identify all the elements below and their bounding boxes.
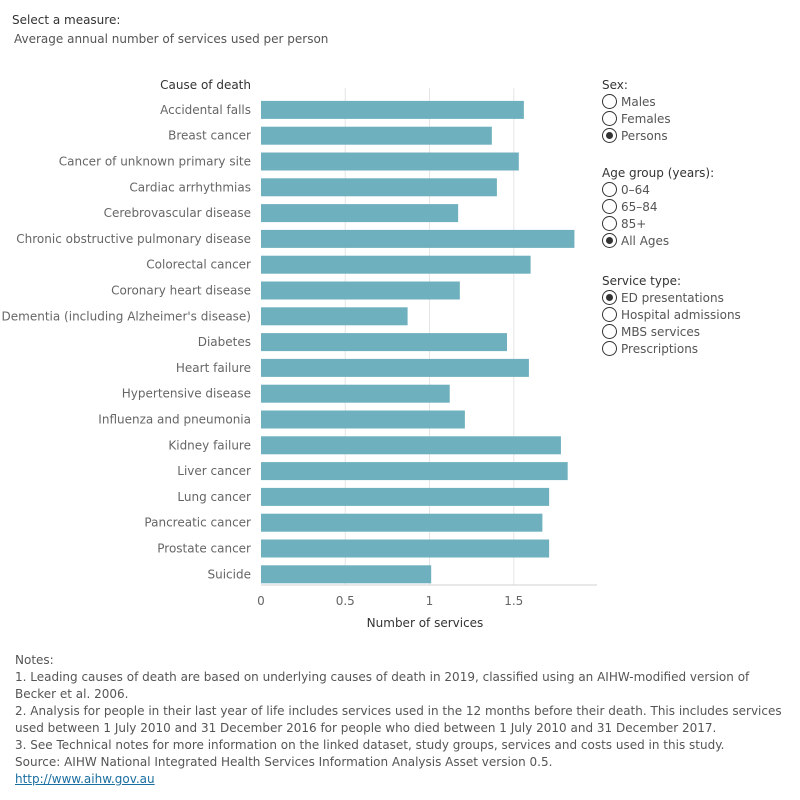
radio-button[interactable] bbox=[602, 216, 617, 231]
radio-label: Females bbox=[621, 111, 671, 126]
bars bbox=[261, 100, 575, 584]
measure-selector[interactable]: Average annual number of services used p… bbox=[14, 32, 329, 46]
radio-option-sex[interactable]: Persons bbox=[602, 127, 668, 144]
radio-label: 85+ bbox=[621, 216, 647, 231]
x-tick-label: 1 bbox=[426, 594, 434, 608]
radio-button[interactable] bbox=[602, 199, 617, 214]
radio-option-service[interactable]: MBS services bbox=[602, 323, 700, 340]
service-type-filter-title: Service type: bbox=[602, 274, 682, 288]
notes-heading: Notes: bbox=[15, 653, 54, 667]
category-label: Influenza and pneumonia bbox=[98, 413, 251, 427]
bar[interactable] bbox=[261, 307, 408, 326]
radio-option-sex[interactable]: Females bbox=[602, 110, 671, 127]
source-text: Source: AIHW National Integrated Health … bbox=[15, 755, 553, 769]
category-label: Dementia (including Alzheimer's disease) bbox=[2, 309, 251, 323]
category-label: Lung cancer bbox=[177, 490, 251, 504]
sex-filter-title: Sex: bbox=[602, 78, 628, 92]
radio-label: 0–64 bbox=[621, 182, 650, 197]
x-axis-ticks: 0 0.5 1 1.5 bbox=[257, 594, 523, 608]
category-label: Coronary heart disease bbox=[111, 284, 251, 298]
category-label: Cancer of unknown primary site bbox=[59, 155, 251, 169]
bar[interactable] bbox=[261, 281, 460, 300]
radio-option-sex[interactable]: Males bbox=[602, 93, 656, 110]
radio-button[interactable] bbox=[602, 128, 617, 143]
aihw-link[interactable]: http://www.aihw.gov.au bbox=[15, 772, 155, 786]
radio-button[interactable] bbox=[602, 341, 617, 356]
category-label: Suicide bbox=[208, 567, 252, 581]
category-label: Diabetes bbox=[198, 335, 251, 349]
notes: Notes: 1. Leading causes of death are ba… bbox=[15, 652, 785, 788]
radio-option-age[interactable]: 85+ bbox=[602, 215, 646, 232]
radio-button[interactable] bbox=[602, 324, 617, 339]
bar[interactable] bbox=[261, 358, 529, 377]
radio-label: Persons bbox=[621, 128, 668, 143]
bar[interactable] bbox=[261, 539, 550, 558]
category-label: Accidental falls bbox=[160, 103, 251, 117]
x-axis-title: Number of services bbox=[367, 616, 484, 630]
bar[interactable] bbox=[261, 436, 561, 455]
radio-option-service[interactable]: Prescriptions bbox=[602, 340, 698, 357]
radio-button[interactable] bbox=[602, 307, 617, 322]
radio-option-service[interactable]: ED presentations bbox=[602, 289, 724, 306]
category-labels: Accidental falls Breast cancer Cancer of u… bbox=[2, 103, 252, 581]
category-header: Cause of death bbox=[160, 78, 251, 92]
bar[interactable] bbox=[261, 487, 550, 506]
radio-option-age[interactable]: 65–84 bbox=[602, 198, 658, 215]
radio-label: ED presentations bbox=[621, 290, 724, 305]
bar[interactable] bbox=[261, 333, 508, 352]
bar[interactable] bbox=[261, 565, 432, 584]
radio-button[interactable] bbox=[602, 94, 617, 109]
radio-label: All Ages bbox=[621, 233, 670, 248]
measure-label: Select a measure: bbox=[12, 13, 121, 27]
bar[interactable] bbox=[261, 152, 519, 171]
x-tick-label: 1.5 bbox=[504, 594, 523, 608]
bar[interactable] bbox=[261, 178, 497, 197]
category-label: Prostate cancer bbox=[157, 542, 251, 556]
radio-label: Prescriptions bbox=[621, 341, 699, 356]
bar[interactable] bbox=[261, 384, 450, 403]
bar[interactable] bbox=[261, 100, 524, 119]
radio-option-age[interactable]: 0–64 bbox=[602, 181, 650, 198]
category-label: Heart failure bbox=[176, 361, 251, 375]
note-3: 3. See Technical notes for more informat… bbox=[15, 738, 725, 752]
bar[interactable] bbox=[261, 126, 492, 145]
category-label: Colorectal cancer bbox=[146, 258, 251, 272]
radio-button[interactable] bbox=[602, 182, 617, 197]
bar[interactable] bbox=[261, 204, 459, 223]
x-tick-label: 0 bbox=[257, 594, 265, 608]
category-label: Breast cancer bbox=[168, 129, 251, 143]
category-label: Hypertensive disease bbox=[122, 387, 251, 401]
category-label: Kidney failure bbox=[168, 438, 251, 452]
x-tick-label: 0.5 bbox=[336, 594, 355, 608]
radio-label: Hospital admissions bbox=[621, 307, 741, 322]
bar[interactable] bbox=[261, 462, 568, 481]
radio-option-service[interactable]: Hospital admissions bbox=[602, 306, 741, 323]
radio-option-age[interactable]: All Ages bbox=[602, 232, 669, 249]
category-label: Pancreatic cancer bbox=[144, 516, 251, 530]
note-2: 2. Analysis for people in their last yea… bbox=[15, 704, 782, 735]
bar[interactable] bbox=[261, 410, 465, 429]
category-label: Cardiac arrhythmias bbox=[129, 180, 251, 194]
radio-label: 65–84 bbox=[621, 199, 658, 214]
radio-button[interactable] bbox=[602, 111, 617, 126]
radio-button[interactable] bbox=[602, 290, 617, 305]
bar[interactable] bbox=[261, 255, 531, 274]
bar-chart: Accidental falls Breast cancer Cancer of u… bbox=[2, 78, 597, 630]
category-label: Chronic obstructive pulmonary disease bbox=[16, 232, 251, 246]
category-label: Cerebrovascular disease bbox=[104, 206, 251, 220]
radio-label: MBS services bbox=[621, 324, 701, 339]
note-1: 1. Leading causes of death are based on … bbox=[15, 670, 750, 701]
bar[interactable] bbox=[261, 513, 543, 532]
bar[interactable] bbox=[261, 229, 575, 248]
age-group-filter-title: Age group (years): bbox=[602, 166, 715, 180]
radio-button[interactable] bbox=[602, 233, 617, 248]
radio-label: Males bbox=[621, 94, 656, 109]
category-label: Liver cancer bbox=[177, 464, 251, 478]
